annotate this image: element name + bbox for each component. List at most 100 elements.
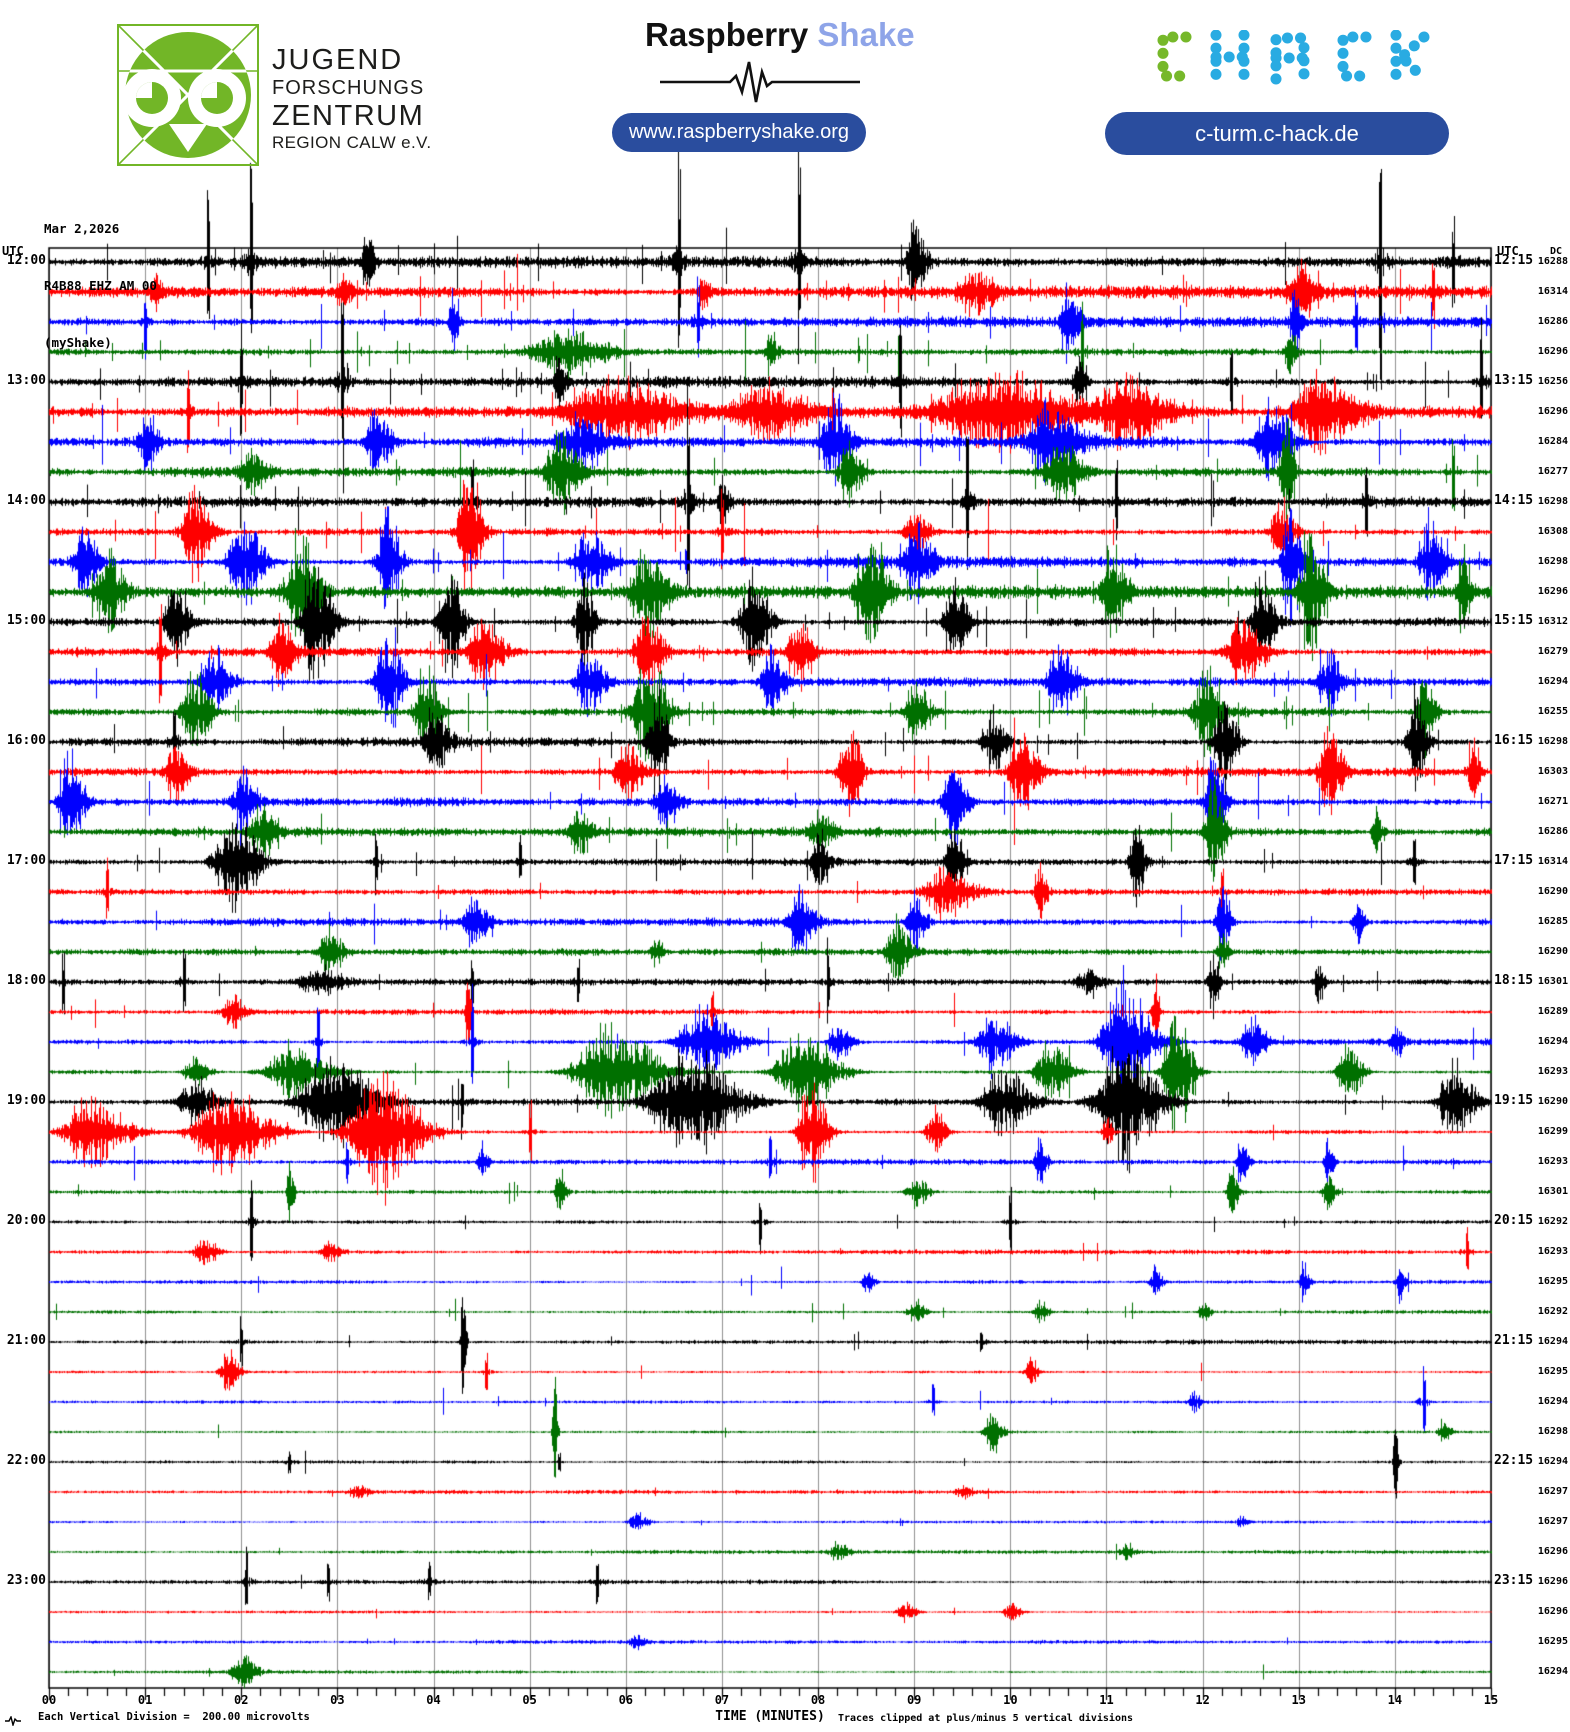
clip-note: Traces clipped at plus/minus 5 vertical … [838, 1713, 1134, 1724]
dc-value: 16308 [1537, 526, 1568, 537]
dc-value: 16298 [1537, 556, 1568, 567]
minute-label-08: 08 [810, 1693, 826, 1707]
minute-label-15: 15 [1483, 1693, 1499, 1707]
minute-label-03: 03 [330, 1693, 345, 1707]
dc-value: 16294 [1537, 1396, 1568, 1407]
c-hack-logo [1157, 30, 1430, 85]
station-id: R4B88 EHZ AM 00 [44, 278, 157, 293]
jfz-line4: REGION CALW e.V. [272, 133, 432, 152]
dc-value: 16285 [1537, 916, 1568, 927]
hour-label-right-21:15: 21:15 [1494, 1333, 1534, 1348]
dc-value: 16288 [1537, 256, 1568, 267]
dc-value: 16294 [1537, 1666, 1568, 1677]
hour-label-left-20:00: 20:00 [6, 1213, 46, 1228]
vertical-division-note: Each Vertical Division = 200.00 microvol… [38, 1711, 310, 1723]
raspberry-waveform-icon [660, 61, 860, 103]
dc-value: 16279 [1537, 646, 1568, 657]
dc-value: 16293 [1537, 1156, 1568, 1167]
dc-value: 16293 [1537, 1246, 1568, 1257]
utc-header-right: UTC [1497, 244, 1519, 258]
hour-label-right-14:15: 14:15 [1494, 493, 1534, 508]
raspberryshake-url-pill[interactable]: www.raspberryshake.org [612, 113, 866, 152]
minute-label-11: 11 [1099, 1693, 1114, 1707]
minute-label-07: 07 [714, 1693, 730, 1707]
dc-value: 16284 [1537, 436, 1568, 447]
dc-value: 16256 [1537, 376, 1568, 387]
minute-label-09: 09 [906, 1693, 922, 1707]
hour-label-left-13:00: 13:00 [6, 373, 46, 388]
dc-value: 16290 [1537, 946, 1568, 957]
dc-header: DC [1549, 246, 1562, 257]
dc-value: 16292 [1537, 1216, 1568, 1227]
dc-value: 16295 [1537, 1366, 1568, 1377]
minute-label-02: 02 [234, 1693, 249, 1707]
dc-value: 16296 [1537, 1606, 1568, 1617]
dc-value: 16286 [1537, 826, 1568, 837]
hour-label-left-16:00: 16:00 [6, 733, 46, 748]
dc-value: 16296 [1537, 1576, 1568, 1587]
dc-value: 16290 [1537, 886, 1568, 897]
minute-label-10: 10 [1003, 1693, 1018, 1707]
minute-label-00: 00 [41, 1693, 57, 1707]
dc-value: 16298 [1537, 1426, 1568, 1437]
hour-label-left-19:00: 19:00 [6, 1093, 46, 1108]
dc-value: 16289 [1537, 1006, 1568, 1017]
hour-label-left-18:00: 18:00 [6, 973, 46, 988]
station-date: Mar 2,2026 [44, 221, 120, 236]
c-hack-url-text: c-turm.c-hack.de [1195, 120, 1359, 146]
hour-label-left-12:00: 12:00 [6, 253, 46, 268]
waveform-glyph-icon [5, 1716, 21, 1726]
dc-value: 16286 [1537, 316, 1568, 327]
hour-label-right-16:15: 16:15 [1494, 733, 1534, 748]
dc-value: 16295 [1537, 1636, 1568, 1647]
minute-label-14: 14 [1387, 1693, 1403, 1707]
minute-label-05: 05 [522, 1693, 537, 1707]
hour-label-left-21:00: 21:00 [6, 1333, 46, 1348]
time-axis-label: TIME (MINUTES) [715, 1709, 825, 1724]
hour-label-left-14:00: 14:00 [6, 493, 46, 508]
dc-value: 16303 [1537, 766, 1568, 777]
hour-label-left-15:00: 15:00 [6, 613, 46, 628]
dc-value: 16296 [1537, 586, 1568, 597]
jfz-line3: ZENTRUM [272, 100, 425, 132]
station-network: (myShake) [44, 335, 112, 350]
raspberry-shake-logo: Raspberry Shake [645, 16, 915, 54]
raspberry-shake-word-raspberry: Raspberry [645, 16, 818, 53]
dc-value: 16255 [1537, 706, 1568, 717]
dc-value: 16296 [1537, 1546, 1568, 1557]
dc-value: 16295 [1537, 1276, 1568, 1287]
jfz-line2: FORSCHUNGS [272, 77, 425, 99]
c-hack-url-pill[interactable]: c-turm.c-hack.de [1105, 112, 1449, 155]
minute-label-13: 13 [1291, 1693, 1306, 1707]
dc-value: 16292 [1537, 1306, 1568, 1317]
dc-value: 16271 [1537, 796, 1568, 807]
dc-value: 16297 [1537, 1486, 1568, 1497]
station-info: Mar 2,2026 R4B88 EHZ AM 00 (myShake) [44, 181, 157, 390]
dc-value: 16301 [1537, 1186, 1568, 1197]
dc-value: 16294 [1537, 676, 1568, 687]
dc-value: 16299 [1537, 1126, 1568, 1137]
dc-value: 16294 [1537, 1456, 1568, 1467]
utc-header-left: UTC [2, 244, 24, 258]
dc-value: 16294 [1537, 1036, 1568, 1047]
dc-value: 16298 [1537, 736, 1568, 747]
hour-label-right-18:15: 18:15 [1494, 973, 1534, 988]
dc-value: 16294 [1537, 1336, 1568, 1347]
hour-label-left-17:00: 17:00 [6, 853, 46, 868]
hour-label-right-15:15: 15:15 [1494, 613, 1534, 628]
jfz-line1: JUGEND [272, 44, 404, 76]
dc-value: 16301 [1537, 976, 1568, 987]
hour-label-left-23:00: 23:00 [6, 1573, 46, 1588]
hour-label-right-20:15: 20:15 [1494, 1213, 1534, 1228]
dc-value: 16298 [1537, 496, 1568, 507]
jfz-logo-text: JUGEND FORSCHUNGS ZENTRUM REGION CALW e.… [272, 44, 431, 153]
dc-value: 16290 [1537, 1096, 1568, 1107]
hour-label-right-12:15: 12:15 [1494, 253, 1534, 268]
minute-label-04: 04 [426, 1693, 441, 1707]
hour-label-right-23:15: 23:15 [1494, 1573, 1534, 1588]
dc-value: 16277 [1537, 466, 1568, 477]
jfz-owl-logo [117, 24, 259, 166]
dc-value: 16314 [1537, 856, 1568, 867]
